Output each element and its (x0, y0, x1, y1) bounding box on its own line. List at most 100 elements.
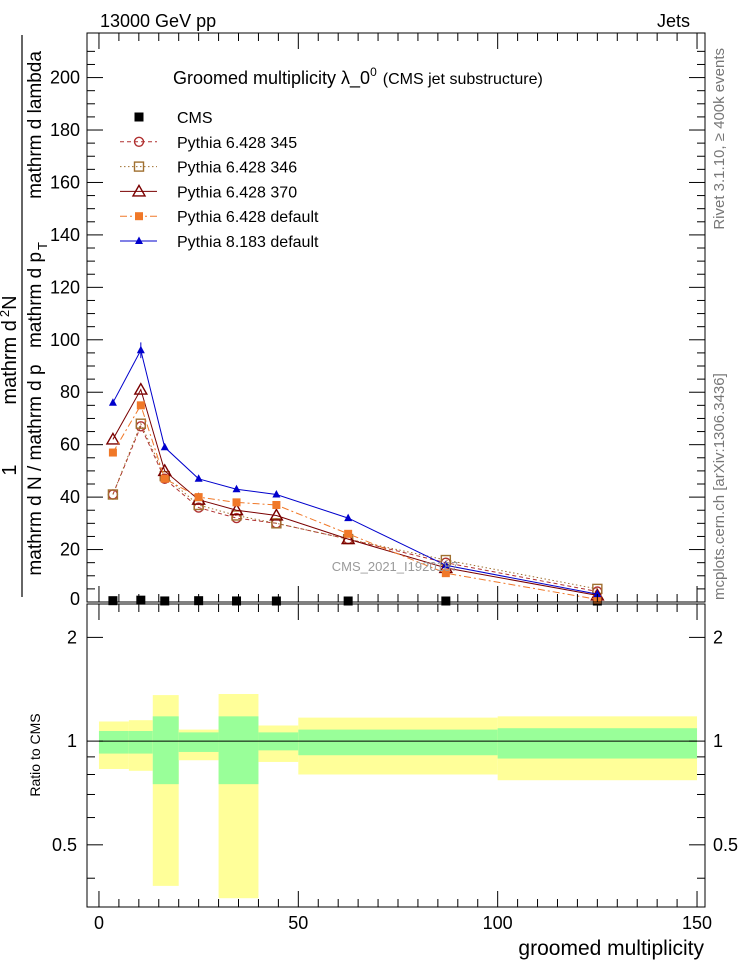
ratio-panel (98, 694, 698, 899)
y-tick-label: 80 (60, 382, 80, 402)
ratio-frame: 0.5 0.5 1 1 2 2 0 50 100 150 (52, 603, 738, 933)
legend-marker (133, 161, 145, 172)
stat-band-6 (298, 729, 398, 756)
main-frame-box (86, 32, 706, 603)
data-point (160, 474, 169, 483)
x-tick-label: 150 (682, 913, 712, 933)
data-point (231, 510, 242, 521)
data-point (136, 595, 146, 605)
data-point (232, 498, 241, 507)
category-label: Jets (657, 11, 690, 31)
data-point (160, 596, 170, 606)
legend: CMS Pythia 6.428 345 Pythia 6.428 346 Pythi… (120, 110, 319, 251)
data-point (272, 489, 281, 498)
legend-entry-5: Pythia 8.183 default (177, 234, 319, 251)
data-point (340, 531, 356, 545)
ratio-y-tick-label-right: 2 (713, 627, 723, 647)
data-point (194, 493, 203, 502)
y-label-d2N: mathrm d2N (0, 295, 21, 404)
y-label-numerator: 1 (0, 464, 21, 475)
stat-band-0 (98, 730, 129, 754)
y-label-denominator-1: mathrm d N / mathrm d p (25, 364, 46, 575)
legend-entry-4: Pythia 6.428 default (177, 209, 319, 226)
y-tick-label: 120 (50, 277, 80, 297)
ratio-y-tick-label: 0.5 (52, 835, 77, 855)
data-point (108, 398, 117, 406)
y-tick-label: 100 (50, 330, 80, 350)
series-line-1 (112, 425, 598, 592)
series-line-4 (112, 404, 598, 600)
legend-marker (133, 136, 145, 148)
legend-marker (134, 112, 144, 122)
stat-band-3 (178, 732, 219, 752)
legend-marker (131, 183, 147, 197)
ratio-y-label: Ratio to CMS (27, 713, 43, 796)
data-point (133, 382, 149, 395)
legend-entry-3: Pythia 6.428 370 (177, 184, 297, 201)
data-point (344, 513, 353, 522)
y-tick-label: 160 (50, 172, 80, 192)
data-point (271, 596, 281, 606)
data-point (107, 489, 119, 500)
data-point (229, 502, 244, 516)
main-y-label: 1 mathrm d2N mathrm d N / mathrm d p mat… (0, 35, 50, 597)
y-tick-label: 60 (60, 435, 80, 455)
data-point (194, 474, 203, 482)
stat-band-8 (497, 728, 698, 759)
x-tick-label: 100 (483, 913, 513, 933)
data-point (441, 569, 450, 578)
data-point (108, 448, 117, 457)
data-point (593, 589, 602, 598)
y-tick-label: 20 (60, 540, 80, 560)
data-point (135, 418, 147, 429)
legend-entry-0: CMS (177, 110, 213, 127)
data-point (441, 560, 450, 569)
y-tick-label: 180 (50, 120, 80, 140)
data-point (269, 508, 284, 521)
series-line-5 (112, 348, 598, 595)
x-tick-label: 50 (288, 913, 308, 933)
data-point (272, 500, 281, 509)
main-frame: 20 40 60 80 100 120 140 160 180 200 0 (50, 32, 706, 609)
stat-band-2 (152, 716, 179, 785)
main-title: Groomed multiplicity λ_00 (CMS jet substr… (173, 65, 543, 89)
legend-marker (135, 236, 143, 244)
x-axis-label: groomed multiplicity (518, 937, 704, 960)
ratio-y-tick-label-right: 1 (713, 731, 723, 751)
y-label-denominator-2: mathrm d pT (25, 242, 50, 348)
analysis-watermark: CMS_2021_I1920187 (332, 559, 459, 574)
legend-entry-1: Pythia 6.428 345 (177, 135, 297, 152)
main-series-layer (105, 342, 605, 606)
ratio-y-tick-label: 2 (67, 627, 77, 647)
ratio-y-tick-label: 1 (67, 731, 77, 751)
series-line-3 (112, 388, 598, 596)
data-point (344, 529, 353, 538)
ratio-frame-box (86, 603, 706, 908)
y-tick-label: 140 (50, 225, 80, 245)
stat-band-7 (397, 729, 498, 756)
y-tick-label-zero: 0 (70, 589, 80, 609)
data-point (232, 484, 241, 493)
main-title-text: Groomed multiplicity λ_0 (173, 68, 370, 89)
data-point (441, 596, 451, 606)
x-tick-label: 0 (94, 913, 104, 933)
data-point (108, 596, 118, 606)
legend-marker (135, 212, 143, 221)
main-title-suffix: (CMS jet substructure) (383, 71, 543, 88)
stat-band-1 (128, 730, 153, 754)
data-point (343, 596, 353, 606)
legend-entry-2: Pythia 6.428 346 (177, 160, 297, 177)
y-tick-label: 40 (60, 487, 80, 507)
data-point (105, 432, 121, 445)
data-point (136, 401, 145, 410)
ratio-y-tick-label-right: 0.5 (713, 835, 738, 855)
data-point (271, 518, 282, 529)
data-point (232, 596, 242, 606)
energy-label: 13000 GeV pp (100, 11, 216, 31)
mcplots-label: mcplots.cern.ch [arXiv:1306.3436] (711, 373, 728, 600)
data-point (160, 442, 169, 451)
stat-band-4 (218, 716, 259, 785)
y-label-denominator-3: mathrm d lambda (25, 51, 46, 199)
rivet-version-label: Rivet 3.1.10, ≥ 400k events (711, 48, 728, 230)
